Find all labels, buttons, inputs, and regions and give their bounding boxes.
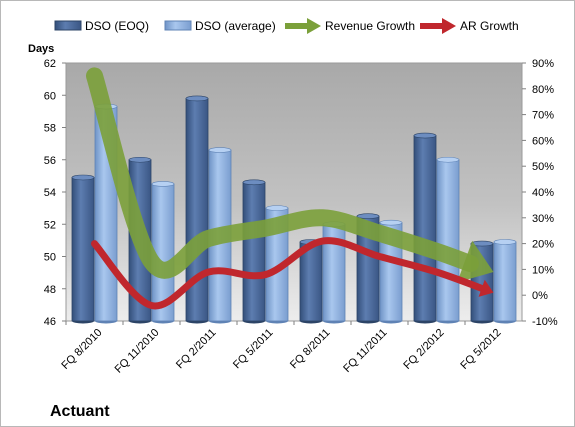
- bar-top-dso-average: [379, 219, 403, 226]
- bar-top-dso-eoq: [128, 156, 152, 163]
- y-tick-label: 62: [44, 58, 56, 70]
- arrowhead-ar-growth: [478, 279, 494, 297]
- legend-label-revenue-growth: Revenue Growth: [325, 19, 415, 33]
- y2-tick-label: 10%: [532, 264, 554, 276]
- bar-top-dso-eoq: [71, 174, 95, 181]
- legend-arrow-revenue-growth: [307, 18, 321, 34]
- y2-tick-label: 90%: [532, 58, 554, 70]
- bar-top-dso-eoq: [356, 213, 380, 219]
- bar-top-dso-average: [151, 181, 175, 187]
- legend-swatch-dso-eoq: [54, 20, 82, 31]
- y2-tick-label: 70%: [532, 110, 554, 122]
- arrowhead-revenue-growth: [457, 240, 494, 283]
- y-tick-label: 50: [44, 252, 56, 264]
- x-tick-label: FQ 8/2011: [288, 327, 333, 372]
- bar-top-dso-eoq: [185, 95, 209, 102]
- y2-tick-label: 40%: [532, 187, 554, 199]
- bar-dso-eoq: [242, 181, 266, 322]
- y-tick-label: 60: [44, 90, 56, 102]
- y2-tick-label: 60%: [532, 135, 554, 147]
- y2-tick-label: -10%: [532, 316, 558, 328]
- y2-tick-label: 50%: [532, 161, 554, 173]
- y-tick-label: 56: [44, 155, 56, 167]
- chart-title: Actuant: [50, 403, 110, 420]
- x-tick-label: FQ 5/2011: [231, 327, 276, 372]
- legend-label-ar-growth: AR Growth: [460, 19, 519, 33]
- x-tick-label: FQ 2/2011: [174, 327, 219, 372]
- legend-arrow-ar-growth: [442, 18, 456, 34]
- y-tick-label: 54: [44, 187, 56, 199]
- x-tick-label: FQ 5/2012: [458, 327, 503, 372]
- y-tick-label: 52: [44, 219, 56, 231]
- bar-top-dso-eoq: [242, 179, 266, 186]
- y-tick-label: 58: [44, 123, 56, 135]
- y2-tick-label: 30%: [532, 213, 554, 225]
- x-tick-label: FQ 8/2010: [59, 327, 104, 372]
- bar-dso-average: [436, 159, 460, 322]
- x-tick-label: FQ 2/2012: [401, 327, 446, 372]
- legend: DSO (EOQ) DSO (average) Revenue Growth AR G…: [54, 18, 519, 34]
- y-tick-label: 48: [44, 284, 56, 296]
- legend-label-dso-eoq: DSO (EOQ): [85, 19, 149, 33]
- bar-top-dso-average: [265, 205, 289, 211]
- lines-layer: [86, 67, 494, 310]
- legend-label-dso-average: DSO (average): [195, 19, 276, 33]
- bar-dso-eoq: [71, 177, 95, 322]
- bar-top-dso-average: [493, 239, 517, 245]
- bar-dso-average: [493, 241, 517, 322]
- bar-top-dso-average: [436, 156, 460, 163]
- y2-tick-label: 0%: [532, 290, 548, 302]
- bar-dso-eoq: [413, 135, 437, 322]
- bar-top-dso-eoq: [413, 132, 437, 139]
- line-ar-growth: [91, 237, 488, 310]
- y-tick-label: 46: [44, 316, 56, 328]
- legend-swatch-dso-average: [164, 20, 192, 31]
- x-tick-label: FQ 11/2011: [341, 327, 389, 375]
- y2-tick-label: 20%: [532, 239, 554, 251]
- line-revenue-growth: [86, 67, 479, 279]
- y-axis-title: Days: [28, 43, 54, 55]
- x-tick-label: FQ 11/2010: [113, 327, 162, 376]
- bar-top-dso-eoq: [470, 240, 494, 247]
- y2-tick-label: 80%: [532, 84, 554, 96]
- bar-top-dso-average: [208, 147, 232, 153]
